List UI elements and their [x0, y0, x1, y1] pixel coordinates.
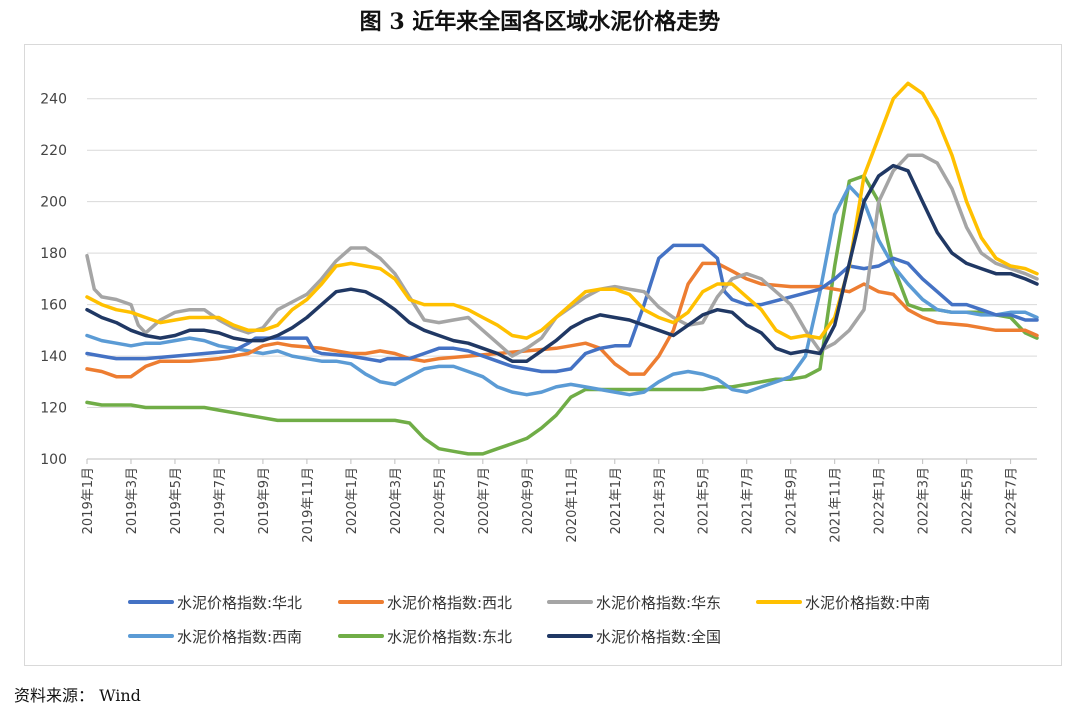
series-line-2 — [85, 261, 1039, 379]
x-tick-label: 2022年3月 — [917, 467, 932, 534]
x-tick-label: 2020年5月 — [433, 467, 448, 534]
y-tick-label: 240 — [40, 92, 67, 108]
series-line-1 — [85, 243, 1039, 374]
gridlines — [87, 98, 1037, 460]
x-tick-label: 2019年7月 — [213, 467, 228, 534]
y-tick-label: 180 — [40, 246, 67, 262]
source-note: 资料来源： Wind — [14, 686, 141, 705]
chart-frame: 100 120 140 160 180 200 220 240 2019年1月 2019年3月 2… — [24, 44, 1062, 666]
x-tick-label: 2021年7月 — [741, 467, 756, 534]
x-tick-label: 2021年5月 — [697, 467, 712, 534]
y-tick-label: 160 — [40, 298, 67, 314]
x-tick-label: 2022年5月 — [961, 467, 976, 534]
x-tick-label: 2020年9月 — [521, 467, 536, 534]
legend-label: 水泥价格指数:华北 — [177, 594, 302, 612]
x-tick-label: 2020年3月 — [389, 467, 404, 534]
x-tick-label: 2019年5月 — [169, 467, 184, 534]
series-line-7 — [85, 163, 1039, 363]
x-tick-label: 2021年9月 — [785, 467, 800, 534]
legend: 水泥价格指数:华北 水泥价格指数:西北 水泥价格指数:华东 水泥价格指数:中南水泥价格… — [128, 594, 930, 646]
x-tick-label: 2020年11月 — [565, 467, 580, 543]
y-tick-label: 100 — [40, 452, 67, 468]
series-line-6 — [85, 174, 1039, 456]
y-tick-label: 140 — [40, 349, 67, 365]
y-tick-label: 200 — [40, 195, 67, 211]
legend-label: 水泥价格指数:中南 — [805, 594, 930, 612]
x-tick-label: 2021年11月 — [829, 467, 844, 543]
x-tick-label: 2019年9月 — [257, 467, 272, 534]
x-tick-label: 2019年1月 — [81, 467, 96, 534]
x-tick-label: 2020年7月 — [477, 467, 492, 534]
figure-title: 图 3 近年来全国各区域水泥价格走势 — [359, 9, 721, 35]
x-tick-label: 2019年3月 — [125, 467, 140, 534]
y-axis-ticks: 100 120 140 160 180 200 220 240 — [40, 92, 67, 468]
legend-label: 水泥价格指数:东北 — [387, 628, 512, 646]
y-tick-label: 220 — [40, 143, 67, 159]
x-tick-label: 2019年11月 — [301, 467, 316, 543]
x-tick-label: 2020年1月 — [345, 467, 360, 534]
legend-label: 水泥价格指数:西北 — [387, 594, 512, 612]
x-tick-label: 2022年1月 — [873, 467, 888, 534]
series-lines — [85, 81, 1039, 456]
legend-label: 水泥价格指数:华东 — [596, 594, 721, 612]
x-tick-label: 2022年7月 — [1005, 467, 1020, 534]
series-line-3 — [85, 153, 1039, 358]
series-line-4 — [85, 81, 1039, 340]
x-tick-label: 2021年1月 — [609, 467, 624, 534]
legend-label: 水泥价格指数:西南 — [177, 628, 302, 646]
x-tick-label: 2021年3月 — [653, 467, 668, 534]
x-axis-ticks: 2019年1月 2019年3月 2019年5月 2019年7月 2019年9月 2019年… — [81, 459, 1020, 543]
y-tick-label: 120 — [40, 401, 67, 417]
legend-label: 水泥价格指数:全国 — [596, 628, 721, 646]
series-line-5 — [85, 184, 1039, 397]
